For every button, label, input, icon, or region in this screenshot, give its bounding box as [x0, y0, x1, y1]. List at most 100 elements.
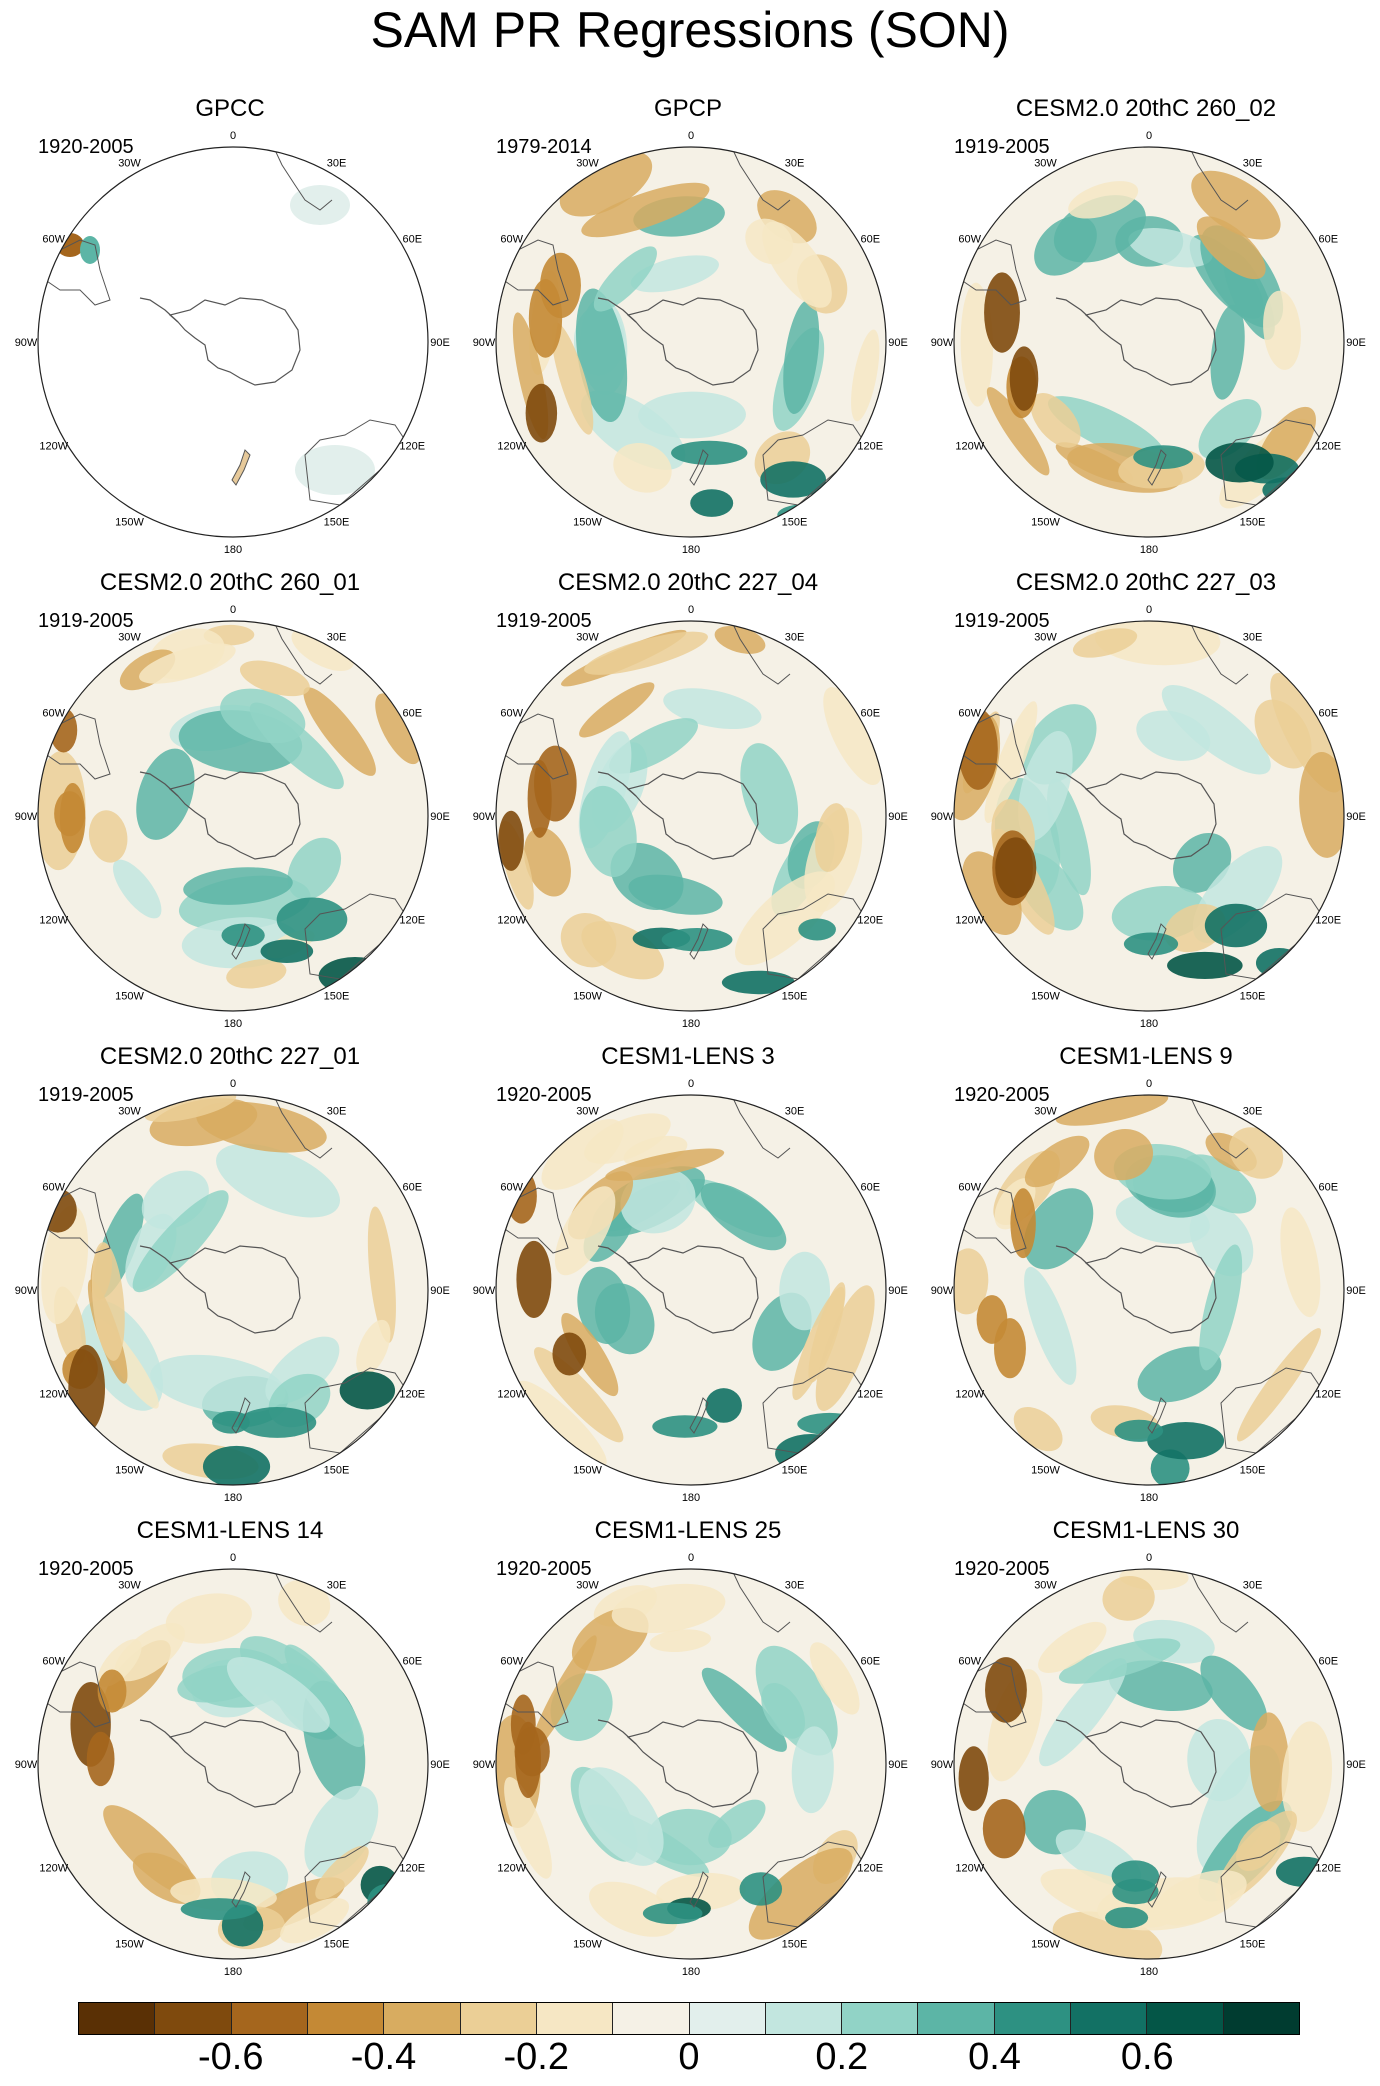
longitude-label: 90E	[430, 1759, 450, 1771]
longitude-label: 150E	[1240, 516, 1266, 528]
positive-anomaly-blob	[593, 246, 657, 312]
colorbar-tick-label: -0.2	[503, 2036, 569, 2078]
longitude-label: 180	[682, 544, 700, 556]
longitude-label: 30W	[118, 1580, 141, 1592]
colorbar-swatch	[689, 2003, 766, 2034]
africa-outline	[1190, 1097, 1249, 1159]
new-zealand-outline	[231, 1871, 251, 1908]
longitude-label: 90E	[1346, 811, 1366, 823]
strong-negative-blob	[552, 1332, 587, 1376]
negative-anomaly-blob	[534, 1347, 624, 1443]
strong-positive-blob	[202, 1445, 271, 1485]
longitude-label: 120E	[399, 1863, 425, 1875]
africa-outline	[274, 1571, 333, 1633]
negative-anomaly-blob	[815, 1285, 875, 1411]
positive-anomaly-blob	[1023, 1188, 1094, 1270]
land-anomaly-patch	[290, 185, 350, 225]
negative-anomaly-blob	[1024, 1135, 1090, 1188]
africa-outline	[732, 1097, 791, 1159]
negative-anomaly-blob	[88, 810, 128, 863]
panel-period: 1919-2005	[38, 610, 134, 632]
strong-positive-blob	[705, 1388, 742, 1423]
negative-anomaly-blob	[1281, 1721, 1333, 1832]
south-america-outline	[496, 713, 569, 780]
longitude-label: 120W	[955, 915, 984, 927]
map-panel: 0 30E 60E 90E 120E 150E 180 150W 120W 90W 60W 30W CE…	[458, 948, 918, 1504]
longitude-label: 120E	[399, 1389, 425, 1401]
south-america-outline	[496, 239, 569, 306]
strong-negative-blob	[985, 1657, 1027, 1723]
panel-title: CESM2.0 20thC 260_02	[1015, 95, 1277, 122]
antarctica-outline	[1084, 1719, 1217, 1808]
negative-anomaly-blob	[523, 827, 571, 897]
negative-anomaly-blob	[808, 1282, 846, 1383]
longitude-label: 120E	[857, 1863, 883, 1875]
strong-positive-blob	[652, 1415, 718, 1438]
negative-anomaly-blob	[139, 643, 236, 684]
antarctic-peninsula-outline	[139, 1719, 179, 1745]
longitude-label: 60W	[42, 1656, 65, 1668]
panel-title: CESM1-LENS 9	[1059, 1043, 1233, 1070]
negative-anomaly-blob	[1038, 1621, 1107, 1673]
negative-anomaly-blob	[1263, 290, 1301, 370]
negative-anomaly-blob	[584, 631, 708, 675]
polar-map: 0 30E 60E 90E 120E 150E 180 150W 120W 90W 60W 30W	[931, 1078, 1366, 1504]
strong-negative-blob	[38, 1188, 77, 1233]
south-america-outline	[38, 1187, 111, 1254]
positive-anomaly-blob	[1024, 1266, 1077, 1385]
longitude-label: 120W	[955, 441, 984, 453]
polar-map: 0 30E 60E 90E 120E 150E 180 150W 120W 90W 60W 30W	[931, 1552, 1366, 1978]
negative-anomaly-blob	[517, 1380, 607, 1467]
longitude-label: 90W	[15, 1759, 38, 1771]
polar-map: 0 30E 60E 90E 120E 150E 180 150W 120W 90W 60W 30W	[473, 130, 908, 556]
longitude-label: 150E	[782, 990, 808, 1002]
negative-anomaly-blob	[559, 151, 653, 217]
longitude-label: 120W	[497, 441, 526, 453]
positive-anomaly-blob	[150, 1354, 286, 1414]
map-panel: 0 30E 60E 90E 120E 150E 180 150W 120W 90W 60W 30W GP…	[458, 0, 918, 556]
longitude-label: 0	[1146, 1552, 1152, 1564]
longitude-label: 30E	[1243, 632, 1263, 644]
negative-anomaly-blob	[91, 1242, 125, 1361]
map-panel: 0 30E 60E 90E 120E 150E 180 150W 120W 90W 60W 30W CE…	[0, 474, 460, 1030]
colorbar-swatch	[1147, 2003, 1224, 2034]
strong-positive-blob	[1147, 1422, 1225, 1460]
new-zealand-outline	[1147, 1871, 1167, 1908]
longitude-label: 150E	[782, 516, 808, 528]
longitude-label: 60E	[860, 234, 880, 246]
negative-anomaly-blob	[504, 1777, 552, 1879]
positive-anomaly-blob	[791, 1726, 834, 1814]
strong-positive-blob	[739, 1872, 783, 1906]
longitude-label: 150W	[1031, 1464, 1060, 1476]
longitude-label: 60E	[1318, 1182, 1338, 1194]
longitude-label: 30E	[327, 1580, 347, 1592]
strong-negative-blob	[59, 782, 86, 854]
longitude-label: 90W	[15, 1285, 38, 1297]
negative-anomaly-blob	[714, 626, 766, 654]
longitude-label: 30E	[785, 158, 805, 170]
polar-map: 0 30E 60E 90E 120E 150E 180 150W 120W 90W 60W 30W	[473, 1078, 908, 1504]
south-america-outline	[954, 239, 1027, 306]
panel-title: CESM1-LENS 14	[136, 1517, 324, 1544]
negative-anomaly-blob	[1055, 1095, 1169, 1126]
strong-positive-blob	[1133, 445, 1194, 470]
longitude-label: 60E	[860, 1182, 880, 1194]
africa-outline	[1190, 149, 1249, 211]
longitude-label: 150W	[115, 990, 144, 1002]
positive-anomaly-blob	[1058, 1638, 1181, 1684]
africa-outline	[732, 1571, 791, 1633]
longitude-label: 0	[688, 604, 694, 616]
strong-positive-blob	[1105, 1906, 1149, 1929]
new-zealand-outline	[1147, 1397, 1167, 1434]
negative-anomaly-blob	[649, 1629, 712, 1653]
africa-outline	[274, 1097, 333, 1159]
antarctic-peninsula-outline	[597, 1245, 637, 1271]
colorbar-swatch	[613, 2003, 690, 2034]
longitude-label: 150E	[1240, 1938, 1266, 1950]
longitude-label: 180	[682, 1966, 700, 1978]
antarctica-outline	[1084, 771, 1217, 860]
longitude-label: 30E	[327, 632, 347, 644]
longitude-label: 30W	[1034, 158, 1057, 170]
negative-anomaly-blob	[579, 682, 655, 738]
antarctica-outline	[626, 297, 759, 386]
